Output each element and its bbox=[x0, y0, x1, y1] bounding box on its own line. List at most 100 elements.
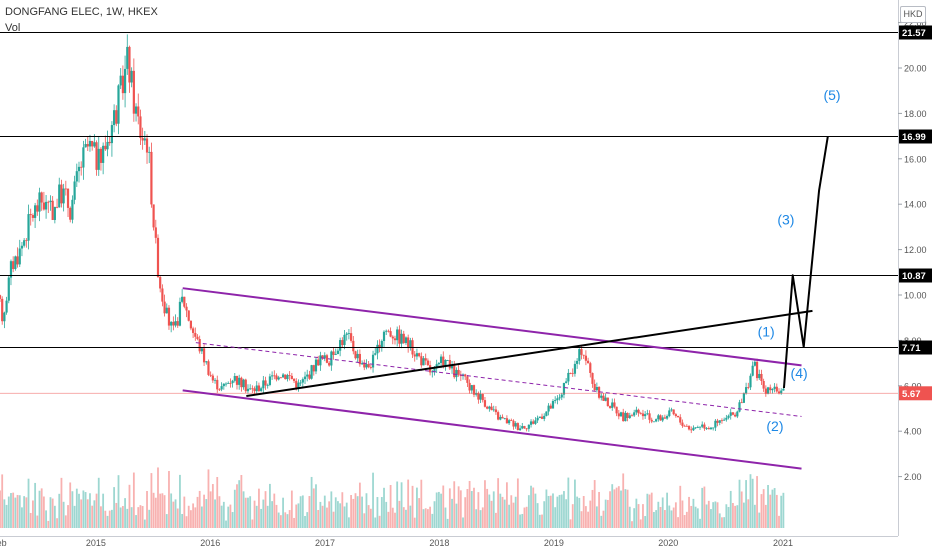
volume-bar bbox=[762, 489, 765, 528]
candle-body bbox=[558, 397, 561, 399]
volume-bar bbox=[218, 496, 221, 528]
candle-body bbox=[712, 427, 715, 429]
volume-bar bbox=[538, 514, 541, 528]
candle-body bbox=[271, 375, 274, 377]
candle-body bbox=[400, 333, 403, 344]
candle-body bbox=[205, 361, 208, 363]
volume-bar bbox=[233, 489, 236, 528]
volume-bar bbox=[670, 510, 673, 528]
candle-body bbox=[780, 390, 783, 394]
candle-body bbox=[134, 106, 138, 114]
candle-body bbox=[376, 344, 379, 354]
candle-body bbox=[325, 355, 329, 363]
candle-body bbox=[740, 402, 743, 404]
price-level-tag bbox=[899, 25, 932, 40]
candle-body bbox=[93, 142, 96, 147]
candle-body bbox=[251, 388, 254, 390]
x-tick-label: 2021 bbox=[773, 538, 793, 548]
candle-body bbox=[310, 365, 313, 379]
currency-button[interactable]: HKD bbox=[900, 6, 926, 23]
candle-body bbox=[209, 374, 212, 376]
volume-bar bbox=[266, 505, 269, 528]
volume-bar bbox=[378, 515, 381, 528]
candle-body bbox=[497, 412, 500, 420]
candle-body bbox=[231, 380, 234, 384]
candle-body bbox=[295, 380, 298, 388]
volume-bar bbox=[519, 514, 521, 528]
volume-bar bbox=[688, 496, 690, 528]
volume-bar bbox=[503, 499, 506, 528]
candle-body bbox=[503, 418, 506, 420]
candle-body bbox=[314, 359, 318, 372]
candle-body bbox=[755, 361, 759, 379]
volume-bar bbox=[593, 480, 596, 528]
candle-body bbox=[246, 388, 250, 392]
candle-body bbox=[303, 376, 307, 380]
candle-body bbox=[156, 237, 160, 278]
candle-body bbox=[402, 333, 405, 343]
volume-bar bbox=[585, 506, 587, 528]
candle-body bbox=[674, 414, 677, 417]
candle-body bbox=[332, 351, 335, 355]
volume-bar bbox=[337, 501, 339, 528]
volume-bar bbox=[683, 515, 686, 528]
candle-body bbox=[729, 412, 732, 416]
candle-body bbox=[110, 125, 114, 144]
volume-bar bbox=[47, 520, 50, 528]
candle-body bbox=[742, 393, 745, 403]
volume-bar bbox=[165, 514, 168, 528]
volume-bar bbox=[549, 495, 552, 528]
candle-body bbox=[374, 353, 377, 355]
candle-body bbox=[150, 151, 153, 205]
candle-body bbox=[297, 382, 300, 388]
volume-bar bbox=[198, 490, 201, 528]
volume-bar bbox=[622, 473, 625, 528]
volume-bar bbox=[301, 495, 304, 528]
candle-body bbox=[380, 341, 383, 349]
volume-bar bbox=[148, 509, 151, 528]
candle-body bbox=[771, 388, 774, 391]
candle-body bbox=[532, 421, 535, 424]
trendline-channel-upper bbox=[182, 287, 802, 367]
candle-body bbox=[760, 373, 763, 381]
candle-body bbox=[262, 380, 265, 389]
volume-bar bbox=[775, 494, 778, 528]
volume-bar bbox=[642, 504, 644, 528]
volume-bar bbox=[128, 484, 131, 528]
candle-body bbox=[606, 397, 609, 407]
candle-body bbox=[560, 394, 563, 398]
candle-body bbox=[288, 375, 291, 376]
volume-bar bbox=[328, 501, 331, 528]
candle-body bbox=[174, 321, 177, 326]
volume-bar bbox=[45, 510, 47, 528]
candle-body bbox=[665, 416, 669, 419]
candle-body bbox=[365, 364, 368, 368]
candle-body bbox=[299, 382, 302, 384]
candle-body bbox=[172, 321, 175, 326]
volume-bar bbox=[214, 499, 216, 528]
candle-body bbox=[442, 356, 445, 366]
candle-body bbox=[534, 420, 537, 424]
candle-body bbox=[613, 402, 616, 407]
price-level-label: 10.87 bbox=[902, 271, 926, 282]
volume-bar bbox=[277, 512, 280, 528]
volume-bar bbox=[751, 478, 754, 528]
volume-bar bbox=[321, 505, 324, 528]
candle-body bbox=[683, 425, 686, 427]
candle-body bbox=[53, 206, 56, 220]
volume-bar bbox=[23, 496, 26, 528]
candle-body bbox=[64, 188, 67, 190]
candle-body bbox=[211, 375, 214, 381]
x-tick-label: 2015 bbox=[86, 538, 106, 548]
candle-body bbox=[358, 353, 361, 365]
price-level-label: 21.57 bbox=[902, 28, 926, 39]
x-tick-label: Feb bbox=[0, 538, 7, 548]
volume-bar bbox=[16, 494, 19, 528]
volume-bar bbox=[714, 501, 717, 528]
volume-bar bbox=[363, 513, 366, 528]
candle-body bbox=[758, 373, 761, 379]
candle-body bbox=[670, 409, 673, 411]
volume-bar bbox=[653, 511, 655, 528]
volume-bar bbox=[271, 501, 274, 528]
